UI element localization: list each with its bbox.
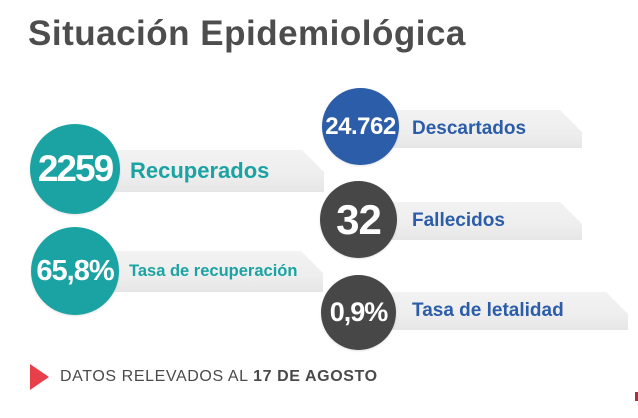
footer-date: 17 DE AGOSTO — [253, 367, 378, 385]
stat-value: 32 — [336, 195, 382, 243]
stat-value: 0,9% — [329, 297, 389, 327]
stat-label-bar: Fallecidos — [382, 202, 582, 240]
footer-prefix: DATOS RELEVADOS AL — [60, 367, 249, 385]
stat-circle: 24.762 — [322, 88, 399, 165]
stat-label-bar: Recuperados — [112, 150, 324, 192]
footer-text: DATOS RELEVADOS AL 17 DE AGOSTO — [60, 368, 378, 386]
stat-circle: 65,8% — [31, 227, 119, 315]
stat-label-bar: Tasa de recuperación — [112, 251, 323, 292]
stat-label: Tasa de letalidad — [412, 300, 564, 321]
stat-label-bar: Tasa de letalidad — [382, 292, 628, 330]
stat-value: 65,8% — [36, 254, 114, 287]
stat-label: Tasa de recuperación — [129, 262, 298, 280]
stat-label: Fallecidos — [412, 210, 505, 231]
stat-label: Descartados — [412, 118, 527, 139]
footer-note: DATOS RELEVADOS AL 17 DE AGOSTO — [30, 363, 378, 390]
stat-value: 2259 — [37, 148, 114, 189]
stat-circle: 0,9% — [321, 275, 396, 350]
stat-label-bar: Descartados — [382, 110, 582, 148]
stat-value: 24.762 — [325, 112, 396, 140]
stat-label: Recuperados — [130, 158, 270, 183]
page-title: Situación Epidemiológica — [28, 14, 466, 53]
red-play-triangle-icon — [30, 363, 49, 390]
stat-circle: 2259 — [30, 124, 120, 214]
cropped-edge-artifact — [635, 392, 638, 401]
stat-circle: 32 — [320, 181, 397, 258]
